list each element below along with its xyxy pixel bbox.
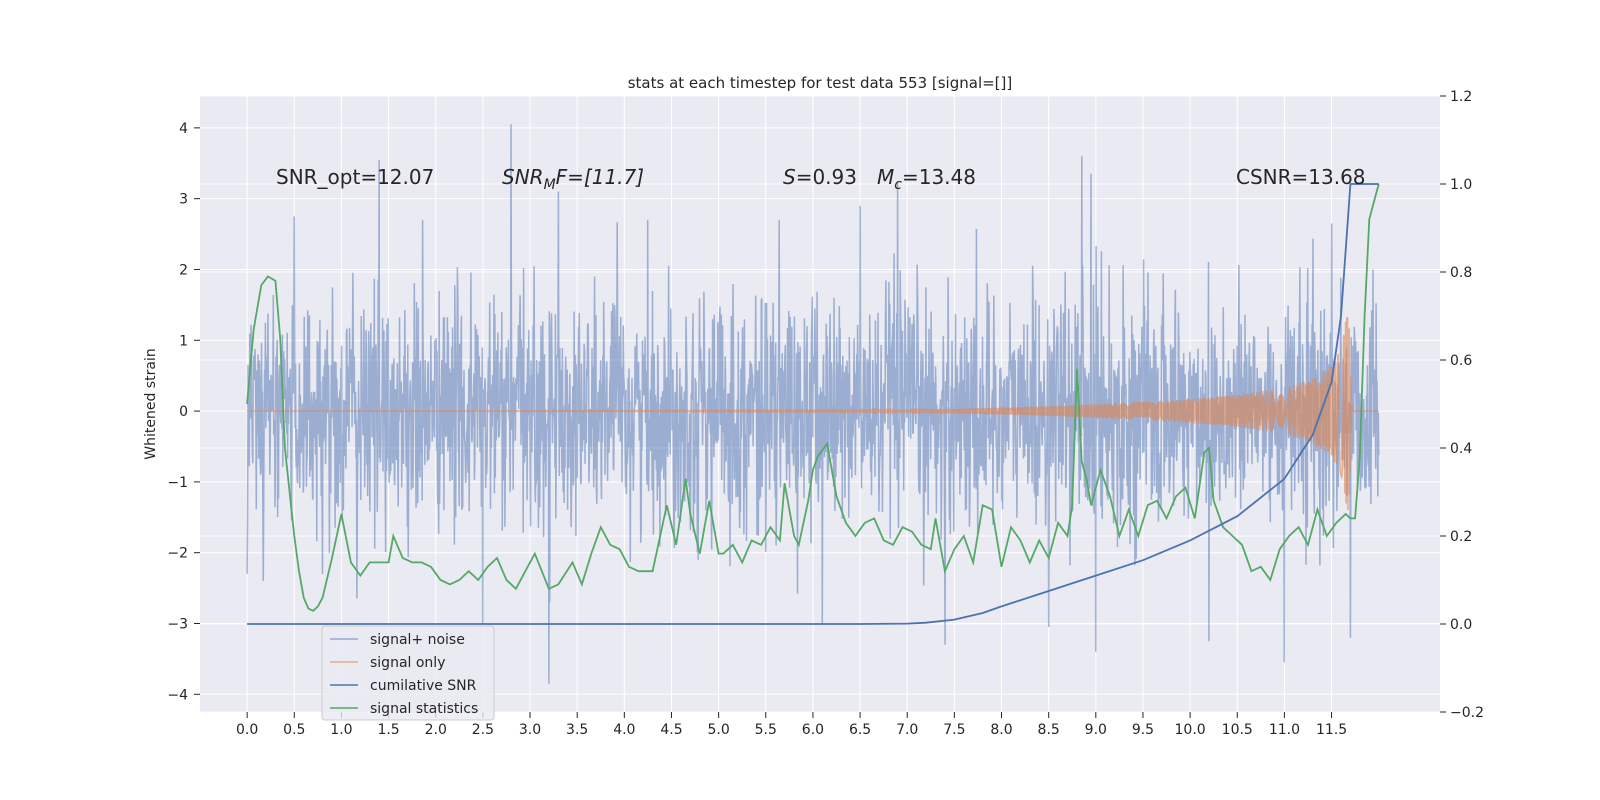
legend-label-signal-only: signal only [370, 655, 445, 671]
x-tick-label: 2.5 [472, 722, 494, 738]
annotation-s-var: S [783, 165, 796, 189]
series-cumulative-snr [247, 183, 1379, 625]
y-tick-label: −3 [167, 616, 188, 632]
legend-label-cumulative-snr: cumilative SNR [370, 678, 477, 694]
annotation-s-val: =0.93 [796, 165, 857, 189]
y-tick-label: 3 [179, 192, 188, 208]
x-tick-label: 7.5 [943, 722, 965, 738]
annotation-snr-mf-main: SNR [502, 165, 544, 189]
x-tick-label: 11.0 [1269, 722, 1300, 738]
x-tick-label: 1.0 [330, 722, 352, 738]
annotation-snr-opt: SNR_opt=12.07 [276, 165, 434, 189]
y-tick-label: 1 [179, 333, 188, 349]
y-axis-label: Whitened strain [143, 348, 159, 459]
x-tick-label: 4.5 [660, 722, 682, 738]
y2-tick-label: 0.6 [1450, 353, 1472, 369]
series-signal-noise [246, 124, 1380, 684]
signal-only-line [247, 316, 1379, 510]
x-tick-label: 10.0 [1175, 722, 1206, 738]
signal-statistics-line [246, 183, 1380, 612]
x-tick-label: 3.5 [566, 722, 588, 738]
x-tick-label: 4.0 [613, 722, 635, 738]
y-tick-label: 0 [179, 404, 188, 420]
y2-tick-label: −0.2 [1450, 705, 1484, 721]
x-tick-label: 6.0 [802, 722, 824, 738]
x-tick-label: 9.5 [1132, 722, 1154, 738]
y2-tick-label: 0.0 [1450, 617, 1472, 633]
annotation-mc: Mc=13.48 [877, 165, 976, 193]
cumulative-snr-line [247, 183, 1379, 625]
series-signal-statistics [246, 183, 1380, 612]
legend-label-signal-statistics: signal statistics [370, 701, 478, 717]
x-tick-label: 0.5 [283, 722, 305, 738]
y-tick-label: −1 [167, 475, 188, 491]
annotation-snr-mf: SNRMF=[11.7] [502, 165, 644, 193]
y-tick-label: 4 [179, 121, 188, 137]
x-tick-label: 8.0 [990, 722, 1012, 738]
annotation-mc-val: =13.48 [902, 165, 976, 189]
x-tick-label: 2.0 [425, 722, 447, 738]
annotation-mc-sub: c [894, 177, 902, 193]
x-tick-label: 6.5 [849, 722, 871, 738]
x-tick-label: 5.0 [707, 722, 729, 738]
x-tick-label: 5.5 [755, 722, 777, 738]
y2-tick-label: 1.0 [1450, 177, 1472, 193]
y-tick-label: 2 [179, 262, 188, 278]
x-tick-label: 7.0 [896, 722, 918, 738]
x-tick-label: 8.5 [1038, 722, 1060, 738]
x-tick-label: 11.5 [1316, 722, 1347, 738]
y2-tick-label: 1.2 [1450, 89, 1472, 105]
annotation-csnr: CSNR=13.68 [1236, 165, 1366, 189]
tick-labels: 0.0 0.5 1.0 1.5 2.0 2.5 3.0 3.5 4.0 4.5 5.0 5.5 6.0 6… [167, 89, 1484, 738]
y-tick-label: −2 [167, 546, 188, 562]
y2-tick-label: 0.8 [1450, 265, 1472, 281]
x-tick-label: 1.5 [377, 722, 399, 738]
annotation-s: S=0.93 [783, 165, 857, 189]
x-tick-label: 3.0 [519, 722, 541, 738]
y2-tick-label: 0.2 [1450, 529, 1472, 545]
y2-tick-label: 0.4 [1450, 441, 1472, 457]
y-tick-label: −4 [167, 687, 188, 703]
legend-box [321, 625, 495, 721]
annotation-mc-var: M [877, 165, 894, 189]
legend: signal+ noise signal only cumilative SNR… [321, 625, 495, 721]
series-signal-only [247, 316, 1379, 510]
annotation-snr-mf-rest: F=[11.7] [556, 165, 644, 189]
annotations: SNR_opt=12.07 SNRMF=[11.7] S=0.93 Mc=13.… [276, 165, 1366, 193]
x-tick-label: 9.0 [1085, 722, 1107, 738]
x-tick-label: 0.0 [236, 722, 258, 738]
chart-title: stats at each timestep for test data 553… [628, 74, 1013, 92]
signal-noise-line [246, 124, 1380, 684]
x-tick-label: 10.5 [1222, 722, 1253, 738]
legend-label-signal-noise: signal+ noise [370, 632, 465, 648]
annotation-snr-mf-sub: M [544, 177, 556, 193]
